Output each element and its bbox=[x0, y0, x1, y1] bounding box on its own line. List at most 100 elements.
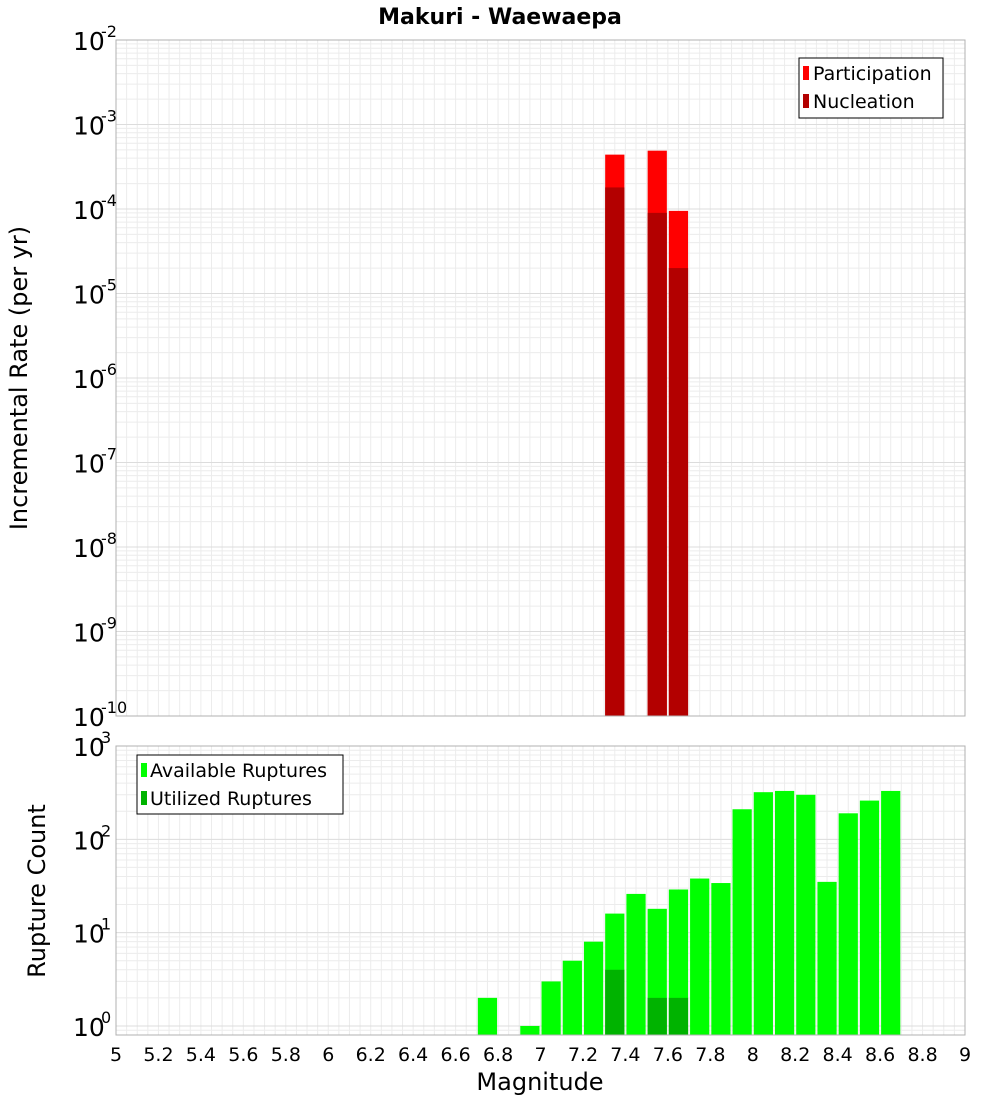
bar-nucleation bbox=[647, 212, 667, 716]
top-y-tick-base: 10 bbox=[73, 534, 105, 563]
legend-label-utilized-ruptures: Utilized Ruptures bbox=[150, 788, 312, 810]
chart-title: Makuri - Waewaepa bbox=[378, 5, 622, 30]
x-tick-label: 6 bbox=[322, 1044, 334, 1066]
x-axis-label: Magnitude bbox=[476, 1068, 603, 1096]
top-y-tick-base: 10 bbox=[73, 450, 105, 479]
top-y-tick-label: 10-9 bbox=[73, 614, 117, 648]
top-y-tick-exponent: -7 bbox=[101, 445, 117, 464]
x-tick-label: 8.8 bbox=[907, 1044, 937, 1066]
top-y-tick-exponent: -2 bbox=[101, 22, 117, 41]
x-tick-label: 8 bbox=[747, 1044, 759, 1066]
x-tick-label: 8.2 bbox=[780, 1044, 810, 1066]
bar-utilized-ruptures bbox=[605, 969, 625, 1035]
bottom-y-tick-exponent: 1 bbox=[101, 915, 111, 934]
bottom-y-tick-base: 10 bbox=[73, 920, 105, 949]
x-tick-label: 5.6 bbox=[228, 1044, 258, 1066]
bar-utilized-ruptures bbox=[668, 997, 689, 1035]
bottom-y-tick-base: 10 bbox=[73, 826, 105, 855]
top-y-tick-label: 10-3 bbox=[73, 107, 117, 141]
x-tick-label: 6.8 bbox=[483, 1044, 513, 1066]
bar-available-ruptures bbox=[774, 790, 795, 1035]
x-tick-label: 7.2 bbox=[568, 1044, 598, 1066]
x-tick-label: 6.6 bbox=[440, 1044, 470, 1066]
bottom-legend-box bbox=[136, 754, 344, 815]
bar-nucleation bbox=[668, 268, 689, 716]
bottom-y-tick-label: 101 bbox=[73, 915, 111, 949]
top-y-tick-label: 10-7 bbox=[73, 445, 117, 479]
bottom-y-tick-base: 10 bbox=[73, 733, 105, 762]
bottom-y-tick-exponent: 2 bbox=[101, 821, 111, 840]
top-y-tick-base: 10 bbox=[73, 365, 105, 394]
legend-swatch-participation bbox=[803, 66, 809, 80]
top-y-tick-label: 10-4 bbox=[73, 191, 117, 225]
top-y-tick-base: 10 bbox=[73, 703, 105, 732]
legend-label-available-ruptures: Available Ruptures bbox=[150, 760, 327, 782]
bar-available-ruptures bbox=[796, 794, 816, 1035]
top-bars bbox=[605, 150, 689, 717]
bar-available-ruptures bbox=[690, 878, 710, 1035]
bar-available-ruptures bbox=[881, 790, 901, 1035]
bottom-y-tick-label: 102 bbox=[73, 821, 111, 855]
top-y-tick-label: 10-5 bbox=[73, 276, 117, 310]
bar-available-ruptures bbox=[817, 881, 837, 1035]
bar-available-ruptures bbox=[520, 1025, 540, 1035]
x-tick-label: 7.4 bbox=[610, 1044, 640, 1066]
bar-available-ruptures bbox=[859, 800, 880, 1035]
top-y-tick-exponent: -6 bbox=[101, 360, 117, 379]
top-grid bbox=[115, 39, 966, 717]
bottom-y-tick-base: 10 bbox=[73, 1013, 105, 1042]
bar-available-ruptures bbox=[711, 883, 731, 1035]
x-tick-label: 5.4 bbox=[186, 1044, 216, 1066]
x-tick-label: 6.2 bbox=[356, 1044, 386, 1066]
top-y-tick-base: 10 bbox=[73, 112, 105, 141]
top-y-tick-label: 10-10 bbox=[73, 698, 127, 732]
top-legend-box bbox=[798, 57, 944, 119]
top-y-tick-base: 10 bbox=[73, 196, 105, 225]
x-tick-label: 5 bbox=[110, 1044, 122, 1066]
top-y-tick-label: 10-6 bbox=[73, 360, 117, 394]
bottom-y-tick-label: 100 bbox=[73, 1008, 111, 1042]
x-tick-label: 5.8 bbox=[271, 1044, 301, 1066]
x-tick-label: 9 bbox=[959, 1044, 971, 1066]
top-y-tick-exponent: -8 bbox=[101, 529, 117, 548]
legend-label-nucleation: Nucleation bbox=[813, 91, 915, 113]
bar-nucleation bbox=[605, 187, 625, 717]
legend-swatch-nucleation bbox=[803, 94, 809, 108]
x-tick-label: 5.2 bbox=[143, 1044, 173, 1066]
bar-available-ruptures bbox=[753, 792, 773, 1035]
top-y-tick-exponent: -3 bbox=[101, 107, 117, 126]
top-y-tick-exponent: -9 bbox=[101, 614, 117, 633]
legend-swatch-available-ruptures bbox=[141, 763, 147, 777]
x-tick-label: 7.8 bbox=[695, 1044, 725, 1066]
top-y-tick-exponent: -10 bbox=[101, 698, 127, 717]
top-y-tick-label: 10-8 bbox=[73, 529, 117, 563]
top-y-tick-exponent: -4 bbox=[101, 191, 117, 210]
bar-available-ruptures bbox=[838, 813, 858, 1035]
legend-label-participation: Participation bbox=[813, 63, 932, 85]
x-tick-label: 6.4 bbox=[398, 1044, 428, 1066]
bottom-y-tick-exponent: 0 bbox=[101, 1008, 111, 1027]
bar-available-ruptures bbox=[562, 960, 582, 1035]
x-tick-label: 8.6 bbox=[865, 1044, 895, 1066]
bottom-plot-border bbox=[115, 745, 966, 1036]
bottom-y-tick-exponent: 3 bbox=[101, 728, 111, 747]
legend-swatch-utilized-ruptures bbox=[141, 791, 147, 805]
x-tick-label: 7.6 bbox=[653, 1044, 683, 1066]
top-y-axis-label: Incremental Rate (per yr) bbox=[5, 226, 33, 530]
top-plot-border bbox=[115, 39, 966, 717]
top-y-tick-base: 10 bbox=[73, 281, 105, 310]
bottom-y-tick-label: 103 bbox=[73, 728, 111, 762]
bar-available-ruptures bbox=[732, 809, 752, 1035]
x-tick-label: 8.4 bbox=[823, 1044, 853, 1066]
bottom-y-axis-label: Rupture Count bbox=[23, 804, 51, 978]
x-tick-label: 7 bbox=[534, 1044, 546, 1066]
top-y-tick-label: 10-2 bbox=[73, 22, 117, 56]
bar-available-ruptures bbox=[626, 893, 646, 1035]
bar-available-ruptures bbox=[583, 941, 604, 1035]
top-legend: Participation Nucleation bbox=[798, 57, 944, 119]
